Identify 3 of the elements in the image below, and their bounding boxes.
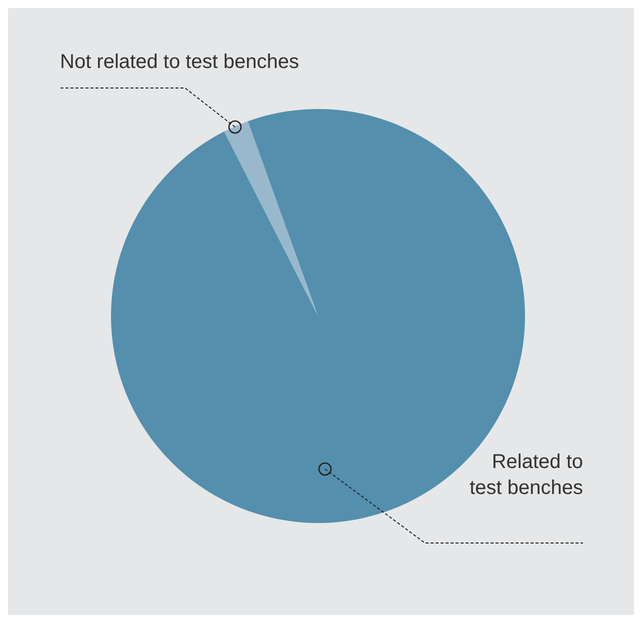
- pie-slice: [224, 121, 318, 316]
- slice-label: Not related to test benches: [60, 51, 300, 73]
- slice-label: Related to test benches: [470, 451, 583, 499]
